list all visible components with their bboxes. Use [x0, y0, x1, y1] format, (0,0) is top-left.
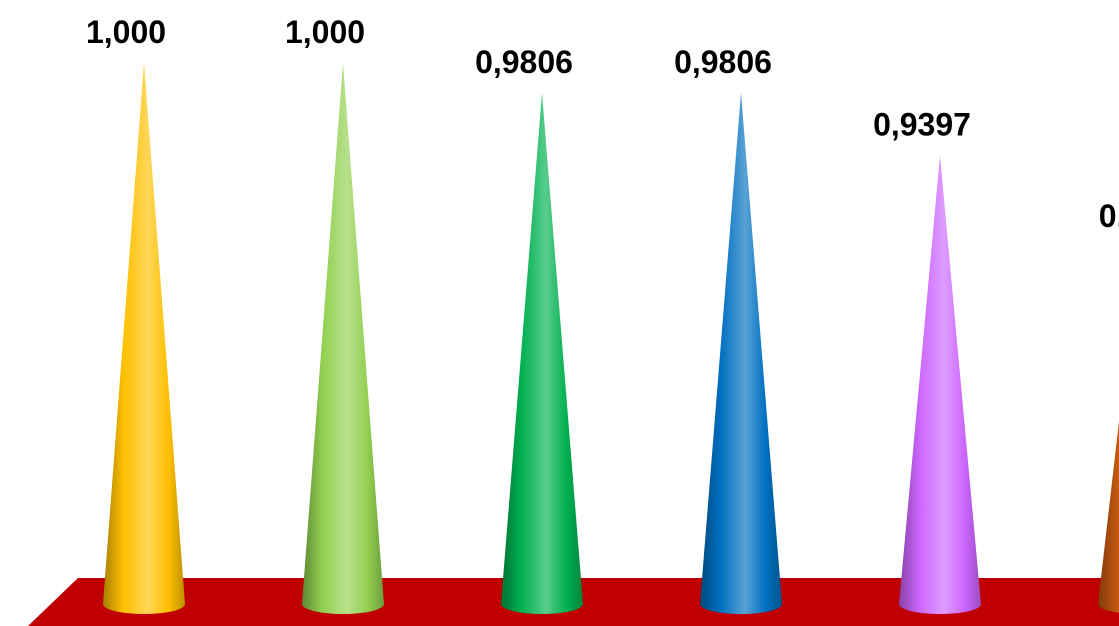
- cone-bar: [302, 63, 384, 614]
- data-label: 0,8: [1099, 198, 1119, 234]
- cone-bar: [1098, 421, 1119, 613]
- value-labels-layer: 1,000 1,000 0,9806 0,9806 0,9397 0,8: [86, 14, 1119, 234]
- cone-3: [501, 92, 583, 615]
- cone-2: [302, 63, 384, 614]
- data-label: 0,9806: [475, 44, 573, 80]
- cone-bar: [899, 155, 981, 615]
- cone-4: [700, 92, 782, 615]
- data-label: 1,000: [86, 14, 166, 50]
- cones-layer: [103, 63, 1119, 615]
- cone-5: [899, 155, 981, 615]
- cone-6: [1098, 421, 1119, 613]
- cone-1: [103, 63, 185, 614]
- data-label: 0,9806: [674, 44, 772, 80]
- cone-bar: [501, 92, 583, 615]
- cone-bar: [103, 63, 185, 614]
- data-label: 0,9397: [873, 107, 971, 143]
- cone-bar: [700, 92, 782, 615]
- data-label: 1,000: [285, 14, 365, 50]
